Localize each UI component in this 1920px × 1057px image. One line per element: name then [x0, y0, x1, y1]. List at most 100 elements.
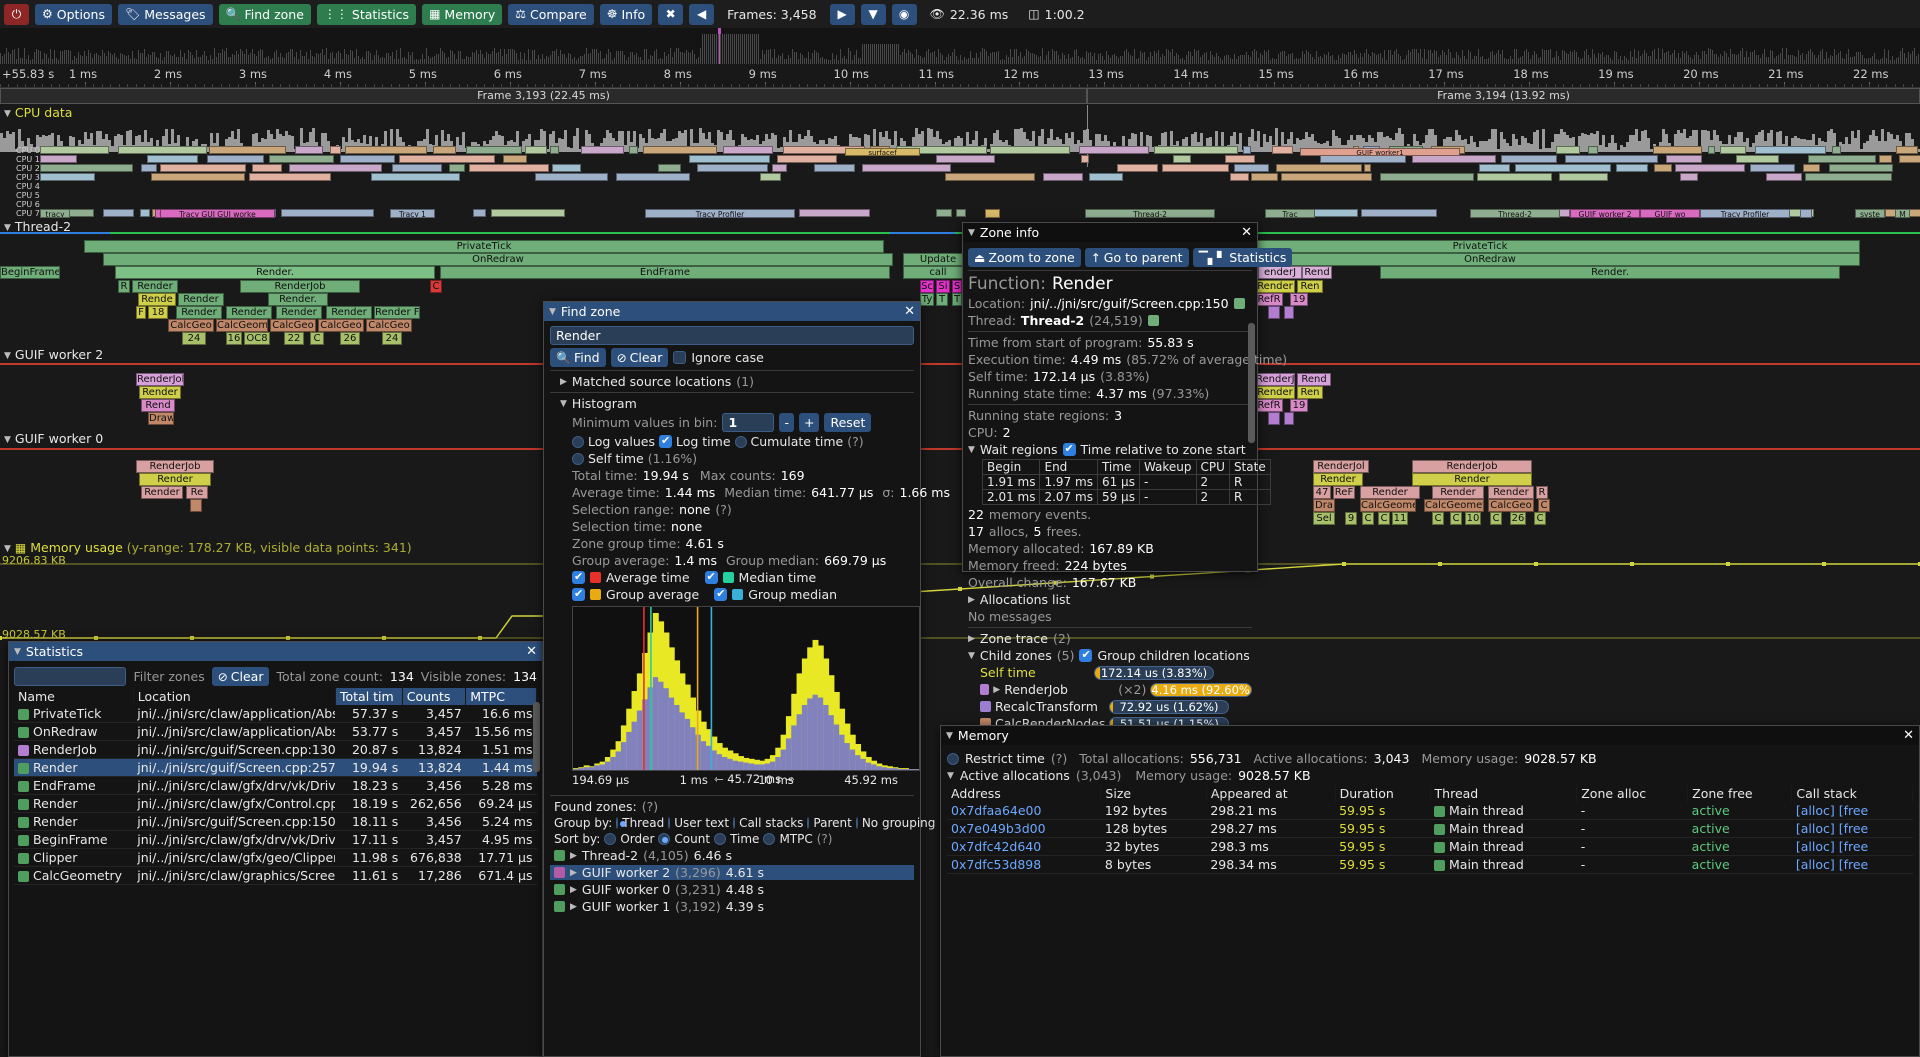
- timeline-zone[interactable]: RenderJol: [1313, 460, 1369, 473]
- frame-block[interactable]: Frame 3,194 (13.92 ms): [1087, 88, 1920, 104]
- cpu-zone[interactable]: [1319, 155, 1407, 163]
- timeline-zone[interactable]: Rende: [138, 293, 176, 306]
- statistics-header-location[interactable]: Location: [133, 688, 336, 705]
- found-zone-row[interactable]: ▶ Thread-2 (4,105) 6.46 s: [550, 848, 914, 863]
- child-zone-row[interactable]: ▶ RenderJob (×2) 4.16 ms (92.60%): [968, 682, 1252, 697]
- cpu-zone[interactable]: [1558, 173, 1609, 181]
- cpu-zone[interactable]: [1804, 173, 1893, 181]
- timeline-zone[interactable]: C: [1538, 499, 1550, 512]
- child-zone-row[interactable]: Self time 172.14 us (3.83%): [968, 665, 1252, 680]
- timeline-zone[interactable]: RenderJob: [240, 280, 360, 293]
- statistics-header-mtpc[interactable]: MTPC: [465, 688, 537, 705]
- cpu-zone[interactable]: [118, 146, 207, 154]
- close-icon[interactable]: ✕: [904, 304, 915, 319]
- next-frame-button[interactable]: ▶: [829, 3, 855, 25]
- close-icon[interactable]: ✕: [1241, 225, 1252, 240]
- cpu-zone[interactable]: [798, 209, 870, 217]
- timeline-zone[interactable]: RefR: [1255, 399, 1283, 412]
- timeline-zone[interactable]: Render: [1313, 473, 1363, 486]
- messages-button[interactable]: 🏷 Messages: [118, 3, 213, 25]
- cpu7-zone[interactable]: tracy: [40, 209, 70, 218]
- cpu-zone[interactable]: [1360, 209, 1438, 217]
- memory-window-title[interactable]: ▼ Memory ✕: [941, 726, 1919, 745]
- sort-by-hint[interactable]: (?): [816, 832, 833, 846]
- clear-filter-button[interactable]: ⊘ Clear: [211, 667, 270, 686]
- cpu-zone[interactable]: [1251, 173, 1279, 181]
- tools-button[interactable]: ✖: [658, 3, 684, 25]
- min-values-increment-button[interactable]: +: [798, 413, 820, 432]
- timeline-zone[interactable]: BeginFrame: [0, 266, 60, 279]
- memory-header-zone-alloc[interactable]: Zone alloc: [1576, 785, 1689, 802]
- table-row[interactable]: RenderJob jni/../jni/src/guif/Screen.cpp:…: [14, 740, 537, 759]
- timeline-zone[interactable]: 11: [1392, 512, 1408, 525]
- timeline-zone[interactable]: Render: [1255, 386, 1295, 399]
- cpu-zone[interactable]: [1364, 164, 1371, 172]
- close-icon[interactable]: ✕: [526, 644, 537, 659]
- cpu-zone[interactable]: [294, 146, 324, 154]
- cpu7-zone[interactable]: Trac: [1265, 209, 1315, 218]
- timeline-zone[interactable]: 26: [340, 332, 360, 345]
- memory-button[interactable]: ▦ Memory: [422, 3, 503, 25]
- cpu-zone[interactable]: [1666, 155, 1703, 163]
- thread2-header[interactable]: ▼ Thread-2: [4, 219, 71, 234]
- timeline-zone[interactable]: C: [1450, 512, 1462, 525]
- timeline-zone[interactable]: S: [952, 280, 962, 293]
- cpu-zone[interactable]: [269, 155, 334, 163]
- cpu-zone[interactable]: [1153, 146, 1238, 154]
- self-time-radio[interactable]: [572, 452, 584, 465]
- timeline-zone[interactable]: R: [1536, 486, 1548, 499]
- memory-table[interactable]: Address Size Appeared at Duration Thread Zone…: [947, 785, 1913, 874]
- memory-header-thread[interactable]: Thread: [1430, 785, 1578, 802]
- cpu-zone[interactable]: [40, 173, 95, 181]
- cpu-zone[interactable]: [772, 164, 788, 172]
- cpu-zone[interactable]: [1042, 173, 1083, 181]
- table-row[interactable]: 0x7dfc53d898 8 bytes 298.34 ms 59.95 s Main …: [947, 855, 1913, 874]
- timeline-zone[interactable]: Render: [141, 486, 183, 499]
- cpu-zone[interactable]: [1754, 146, 1827, 154]
- median-time-legend-checkbox[interactable]: [704, 570, 718, 584]
- cpu-zone[interactable]: [40, 155, 78, 163]
- cpu-zone[interactable]: [550, 146, 560, 154]
- cpu-zone[interactable]: [1172, 155, 1191, 163]
- timeline-zone[interactable]: Render: [178, 293, 224, 306]
- timeline-zone[interactable]: [1284, 412, 1294, 425]
- timeline-zone[interactable]: [1268, 306, 1280, 319]
- timeline-zone[interactable]: Render.: [115, 266, 435, 279]
- cpu-zone[interactable]: [207, 155, 265, 163]
- cpu-zone[interactable]: [1078, 146, 1149, 154]
- go-to-parent-button[interactable]: ↑ Go to parent: [1084, 248, 1189, 267]
- cpu-zone[interactable]: [990, 146, 1071, 154]
- frames-track[interactable]: Frame 3,193 (22.45 ms) Frame 3,194 (13.92…: [0, 88, 1920, 105]
- wait-regions-row[interactable]: ▼ Wait regions Time relative to zone sta…: [968, 442, 1252, 457]
- cpu-zone[interactable]: [1088, 173, 1124, 181]
- close-icon[interactable]: ✕: [1903, 728, 1914, 743]
- cpu-zone[interactable]: [40, 164, 134, 172]
- cpu-zone[interactable]: [643, 146, 717, 154]
- statistics-header-total-tim[interactable]: Total tim: [335, 688, 403, 705]
- cpu-zone[interactable]: [208, 146, 286, 154]
- cpu7-zone[interactable]: Thread-2: [1470, 209, 1560, 218]
- cpu-zone[interactable]: [1719, 146, 1747, 154]
- cpu-zone[interactable]: [40, 146, 109, 154]
- timeline-zone[interactable]: OC8: [244, 332, 270, 345]
- table-row[interactable]: 0x7e049b3d00 128 bytes 298.27 ms 59.95 s Mai…: [947, 819, 1913, 838]
- cpu-zone[interactable]: [466, 146, 522, 154]
- timeline-zone[interactable]: C: [430, 280, 442, 293]
- timeline-zone[interactable]: C: [1490, 512, 1502, 525]
- cpu-zone[interactable]: [1501, 155, 1557, 163]
- table-row[interactable]: Render jni/../jni/src/guif/Screen.cpp:257…: [14, 758, 537, 777]
- cpu-zone[interactable]: [1808, 155, 1876, 163]
- cpu-zone[interactable]: [689, 155, 770, 163]
- cpu-zone[interactable]: [945, 173, 1036, 181]
- timeline-zone[interactable]: CalcGeomet: [1424, 499, 1484, 512]
- memory-header-duration[interactable]: Duration: [1335, 785, 1431, 802]
- reset-button[interactable]: Reset: [824, 413, 872, 432]
- cpu7-zone[interactable]: Tracy Profiler: [1700, 209, 1790, 218]
- clear-button[interactable]: ⊘ Clear: [610, 348, 669, 367]
- timeline-zone[interactable]: 9: [1345, 512, 1357, 525]
- guif-worker2-header[interactable]: ▼ GUIF worker 2: [4, 347, 103, 362]
- memory-cell-address[interactable]: 0x7dfaa64e00: [947, 802, 1101, 820]
- cpu-zone[interactable]: [1765, 173, 1803, 181]
- cpu-zone[interactable]: [1230, 173, 1250, 181]
- statistics-header-counts[interactable]: Counts: [402, 688, 467, 705]
